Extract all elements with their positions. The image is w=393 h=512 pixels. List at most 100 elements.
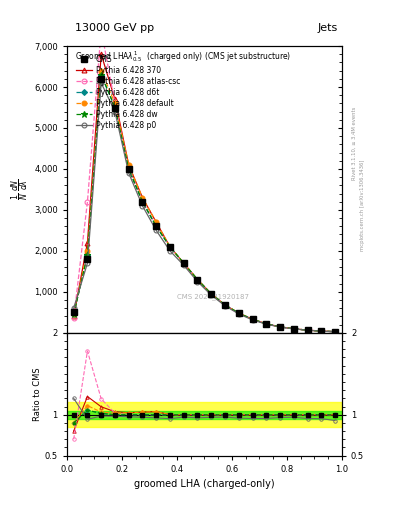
Pythia 6.428 default: [278, 324, 283, 330]
CMS: [250, 316, 255, 323]
Pythia 6.428 d6t: [250, 316, 255, 323]
Pythia 6.428 d6t: [99, 72, 104, 78]
Pythia 6.428 dw: [222, 302, 227, 308]
Y-axis label: $\frac{1}{N}\,\frac{dN}{d\lambda}$: $\frac{1}{N}\,\frac{dN}{d\lambda}$: [10, 179, 31, 200]
CMS: [319, 328, 324, 334]
Bar: [67, 411, 342, 419]
Pythia 6.428 370: [264, 321, 269, 327]
Pythia 6.428 default: [305, 327, 310, 333]
Pythia 6.428 d6t: [72, 311, 76, 317]
Pythia 6.428 370: [168, 244, 173, 250]
Text: CMS 2021_I1920187: CMS 2021_I1920187: [176, 293, 249, 300]
Pythia 6.428 default: [222, 302, 227, 308]
Pythia 6.428 d6t: [237, 310, 241, 316]
Text: 13000 GeV pp: 13000 GeV pp: [75, 23, 154, 33]
Pythia 6.428 default: [333, 329, 338, 335]
Pythia 6.428 p0: [99, 80, 104, 86]
Pythia 6.428 atlas-csc: [154, 223, 159, 229]
Pythia 6.428 dw: [72, 311, 76, 317]
Pythia 6.428 370: [182, 260, 186, 266]
Pythia 6.428 dw: [333, 329, 338, 335]
Pythia 6.428 p0: [195, 279, 200, 285]
Pythia 6.428 atlas-csc: [333, 329, 338, 335]
Pythia 6.428 dw: [264, 321, 269, 327]
Pythia 6.428 d6t: [222, 302, 227, 308]
X-axis label: groomed LHA (charged-only): groomed LHA (charged-only): [134, 479, 275, 489]
Pythia 6.428 dw: [319, 328, 324, 334]
Line: Pythia 6.428 p0: Pythia 6.428 p0: [71, 80, 338, 334]
Pythia 6.428 p0: [333, 329, 338, 335]
Pythia 6.428 p0: [250, 317, 255, 323]
Pythia 6.428 p0: [264, 321, 269, 327]
Line: Pythia 6.428 370: Pythia 6.428 370: [71, 52, 338, 334]
Pythia 6.428 atlas-csc: [182, 260, 186, 266]
Pythia 6.428 p0: [85, 260, 90, 266]
Pythia 6.428 default: [113, 100, 118, 106]
Pythia 6.428 370: [154, 219, 159, 225]
Pythia 6.428 dw: [292, 326, 296, 332]
Pythia 6.428 p0: [113, 109, 118, 115]
Pythia 6.428 atlas-csc: [319, 328, 324, 334]
Pythia 6.428 dw: [154, 223, 159, 229]
Pythia 6.428 d6t: [168, 244, 173, 250]
Pythia 6.428 default: [195, 276, 200, 283]
Pythia 6.428 atlas-csc: [292, 326, 296, 332]
CMS: [209, 291, 214, 297]
Pythia 6.428 dw: [127, 166, 131, 172]
Pythia 6.428 d6t: [182, 260, 186, 266]
Pythia 6.428 p0: [237, 311, 241, 317]
CMS: [305, 327, 310, 333]
Pythia 6.428 dw: [182, 260, 186, 266]
CMS: [264, 321, 269, 327]
Pythia 6.428 p0: [154, 227, 159, 233]
Pythia 6.428 default: [85, 248, 90, 254]
Pythia 6.428 atlas-csc: [250, 316, 255, 323]
Pythia 6.428 d6t: [113, 104, 118, 111]
Pythia 6.428 default: [127, 162, 131, 168]
Pythia 6.428 atlas-csc: [85, 199, 90, 205]
Pythia 6.428 atlas-csc: [127, 166, 131, 172]
Pythia 6.428 atlas-csc: [140, 199, 145, 205]
Pythia 6.428 d6t: [209, 291, 214, 297]
Pythia 6.428 dw: [85, 252, 90, 258]
Text: Jets: Jets: [318, 23, 338, 33]
Pythia 6.428 370: [333, 329, 338, 335]
CMS: [237, 310, 241, 316]
Pythia 6.428 p0: [222, 303, 227, 309]
Pythia 6.428 atlas-csc: [264, 321, 269, 327]
Pythia 6.428 atlas-csc: [168, 244, 173, 250]
Pythia 6.428 p0: [140, 203, 145, 209]
Pythia 6.428 default: [250, 316, 255, 323]
Pythia 6.428 d6t: [85, 252, 90, 258]
Pythia 6.428 dw: [195, 276, 200, 283]
CMS: [292, 326, 296, 332]
Pythia 6.428 370: [237, 310, 241, 316]
Legend: CMS, Pythia 6.428 370, Pythia 6.428 atlas-csc, Pythia 6.428 d6t, Pythia 6.428 de: CMS, Pythia 6.428 370, Pythia 6.428 atla…: [73, 53, 182, 132]
Pythia 6.428 default: [319, 328, 324, 334]
Pythia 6.428 default: [140, 195, 145, 201]
Pythia 6.428 p0: [182, 262, 186, 268]
Pythia 6.428 p0: [72, 305, 76, 311]
Pythia 6.428 370: [222, 302, 227, 308]
Pythia 6.428 dw: [140, 199, 145, 205]
Pythia 6.428 d6t: [292, 326, 296, 332]
Line: Pythia 6.428 d6t: Pythia 6.428 d6t: [72, 73, 337, 334]
CMS: [72, 309, 76, 315]
Pythia 6.428 dw: [237, 310, 241, 316]
Pythia 6.428 p0: [168, 248, 173, 254]
Pythia 6.428 d6t: [127, 166, 131, 172]
Pythia 6.428 atlas-csc: [305, 327, 310, 333]
CMS: [99, 76, 104, 82]
Pythia 6.428 370: [127, 162, 131, 168]
Pythia 6.428 p0: [292, 326, 296, 332]
Pythia 6.428 370: [140, 195, 145, 201]
Pythia 6.428 p0: [209, 292, 214, 298]
Pythia 6.428 p0: [127, 170, 131, 176]
Text: Rivet 3.1.10, ≥ 3.4M events: Rivet 3.1.10, ≥ 3.4M events: [352, 106, 357, 180]
CMS: [333, 329, 338, 335]
CMS: [85, 256, 90, 262]
Line: Pythia 6.428 default: Pythia 6.428 default: [71, 68, 338, 334]
Bar: [67, 402, 342, 427]
Pythia 6.428 atlas-csc: [222, 302, 227, 308]
Pythia 6.428 default: [72, 311, 76, 317]
